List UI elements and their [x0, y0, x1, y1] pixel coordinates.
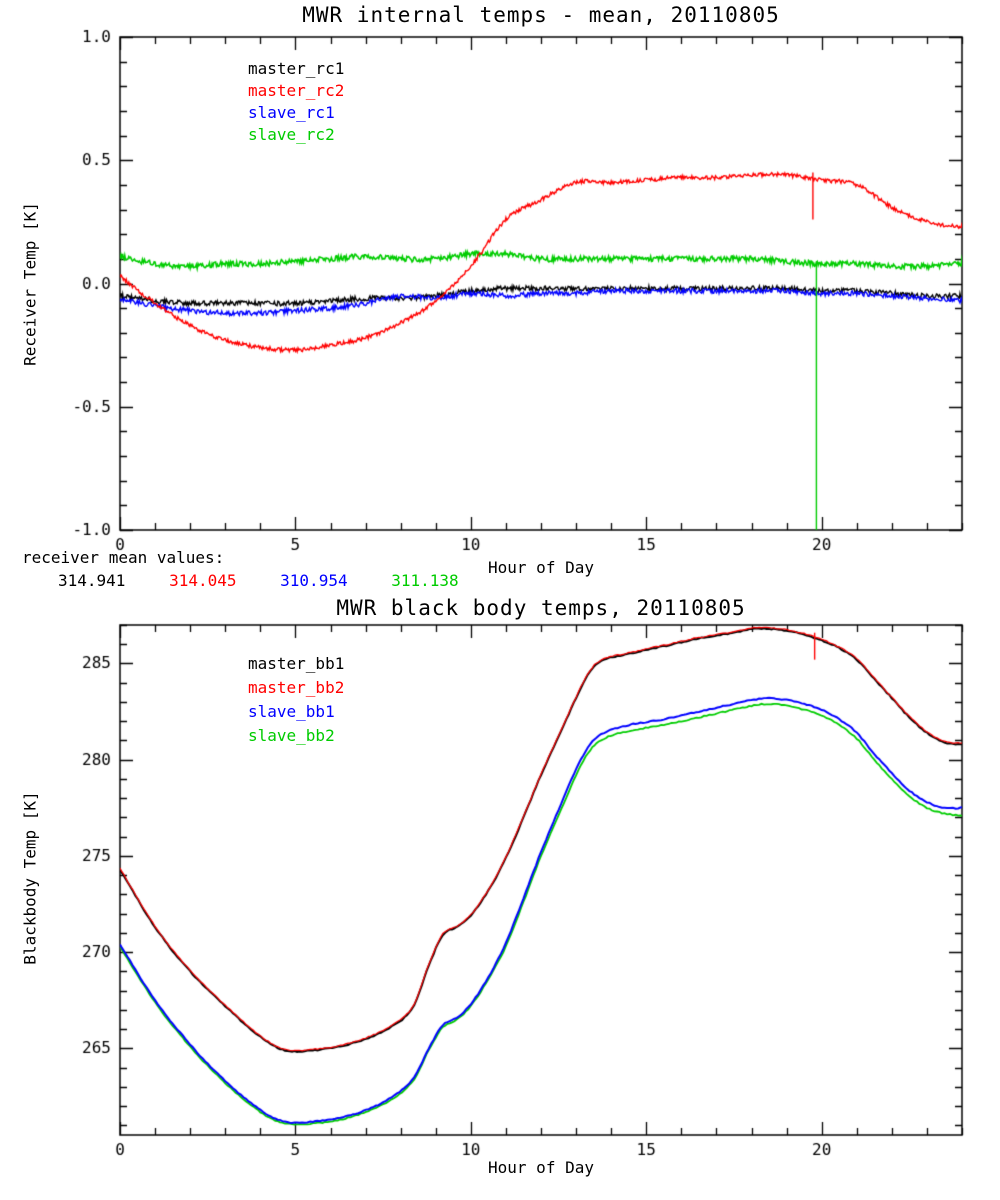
legend-slave-rc1: slave_rc1 [248, 103, 335, 122]
blackbody-xaxis-label: Hour of Day [488, 1158, 594, 1177]
legend-master-bb2: master_bb2 [248, 678, 345, 697]
mean-value-slave-rc2: 311.138 [391, 571, 459, 590]
mean-value-master-rc1: 314.941 [58, 571, 126, 590]
receiver-temps-plot-canvas [0, 0, 1000, 600]
mean-value-slave-rc1: 310.954 [280, 571, 348, 590]
legend-slave-bb1: slave_bb1 [248, 702, 335, 721]
blackbody-temps-plot-canvas [0, 604, 1000, 1200]
legend-master-rc2: master_rc2 [248, 81, 345, 100]
receiver-legend: master_rc1 master_rc2 slave_rc1 slave_rc… [248, 58, 344, 146]
receiver-mean-values-label: receiver mean values: [22, 548, 225, 567]
legend-slave-bb2: slave_bb2 [248, 726, 335, 745]
legend-master-bb1: master_bb1 [248, 654, 345, 673]
receiver-xaxis-label: Hour of Day [488, 558, 594, 577]
blackbody-yaxis-label: Blackbody Temp [K] [20, 791, 40, 965]
legend-master-rc1: master_rc1 [248, 59, 345, 78]
blackbody-chart-title: MWR black body temps, 20110805 [336, 596, 746, 620]
receiver-chart-title: MWR internal temps - mean, 20110805 [302, 3, 780, 27]
receiver-mean-values: 314.941 314.045 310.954 311.138 [58, 571, 493, 590]
receiver-yaxis-label: Receiver Temp [K] [20, 202, 40, 366]
mean-value-master-rc2: 314.045 [169, 571, 237, 590]
blackbody-legend: master_bb1 master_bb2 slave_bb1 slave_bb… [248, 652, 344, 748]
legend-slave-rc2: slave_rc2 [248, 125, 335, 144]
